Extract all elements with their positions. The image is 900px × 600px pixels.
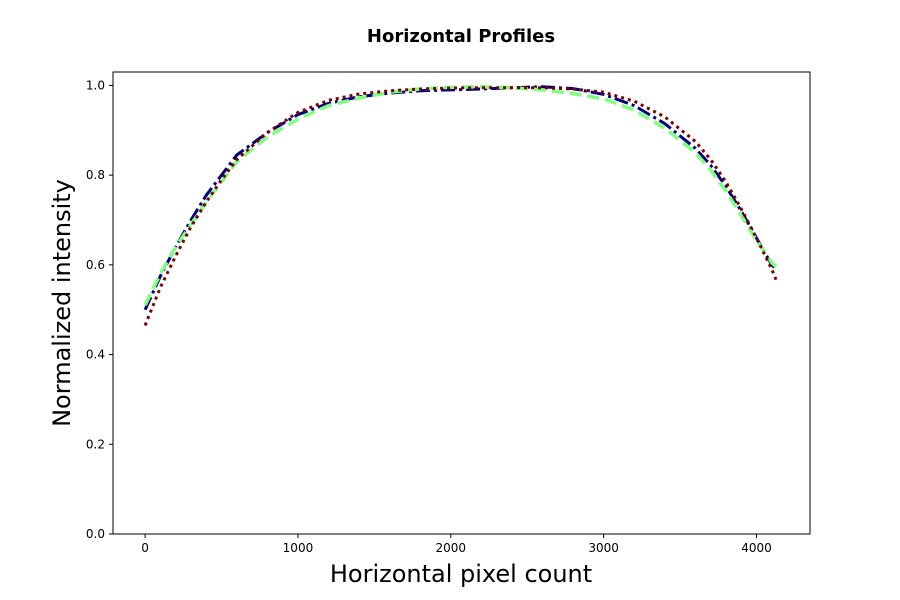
x-axis-title: Horizontal pixel count (330, 560, 592, 588)
x-tick-label: 2000 (436, 541, 467, 555)
y-tick-label: 0.0 (86, 527, 105, 541)
y-tick-label: 0.4 (86, 348, 105, 362)
y-tick-label: 0.6 (86, 258, 105, 272)
y-axis-title: Normalized intensity (48, 179, 76, 427)
series-line-2 (143, 85, 778, 306)
series-line-3 (143, 86, 778, 326)
y-tick-label: 0.2 (86, 437, 105, 451)
x-tick-label: 0 (141, 541, 149, 555)
x-tick-label: 3000 (588, 541, 619, 555)
x-tick-label: 4000 (741, 541, 772, 555)
y-tick-label: 1.0 (86, 78, 105, 92)
plot-area-frame (112, 71, 811, 535)
chart-title: Horizontal Profiles (367, 26, 555, 47)
ticks-layer: 0 1000 2000 3000 4000 0.0 0.2 0.4 0.6 0.8 1.0 (86, 78, 772, 555)
x-tick-label: 1000 (283, 541, 314, 555)
y-tick-label: 0.8 (86, 168, 105, 182)
series-layer (143, 85, 778, 326)
series-line-1 (143, 85, 778, 311)
